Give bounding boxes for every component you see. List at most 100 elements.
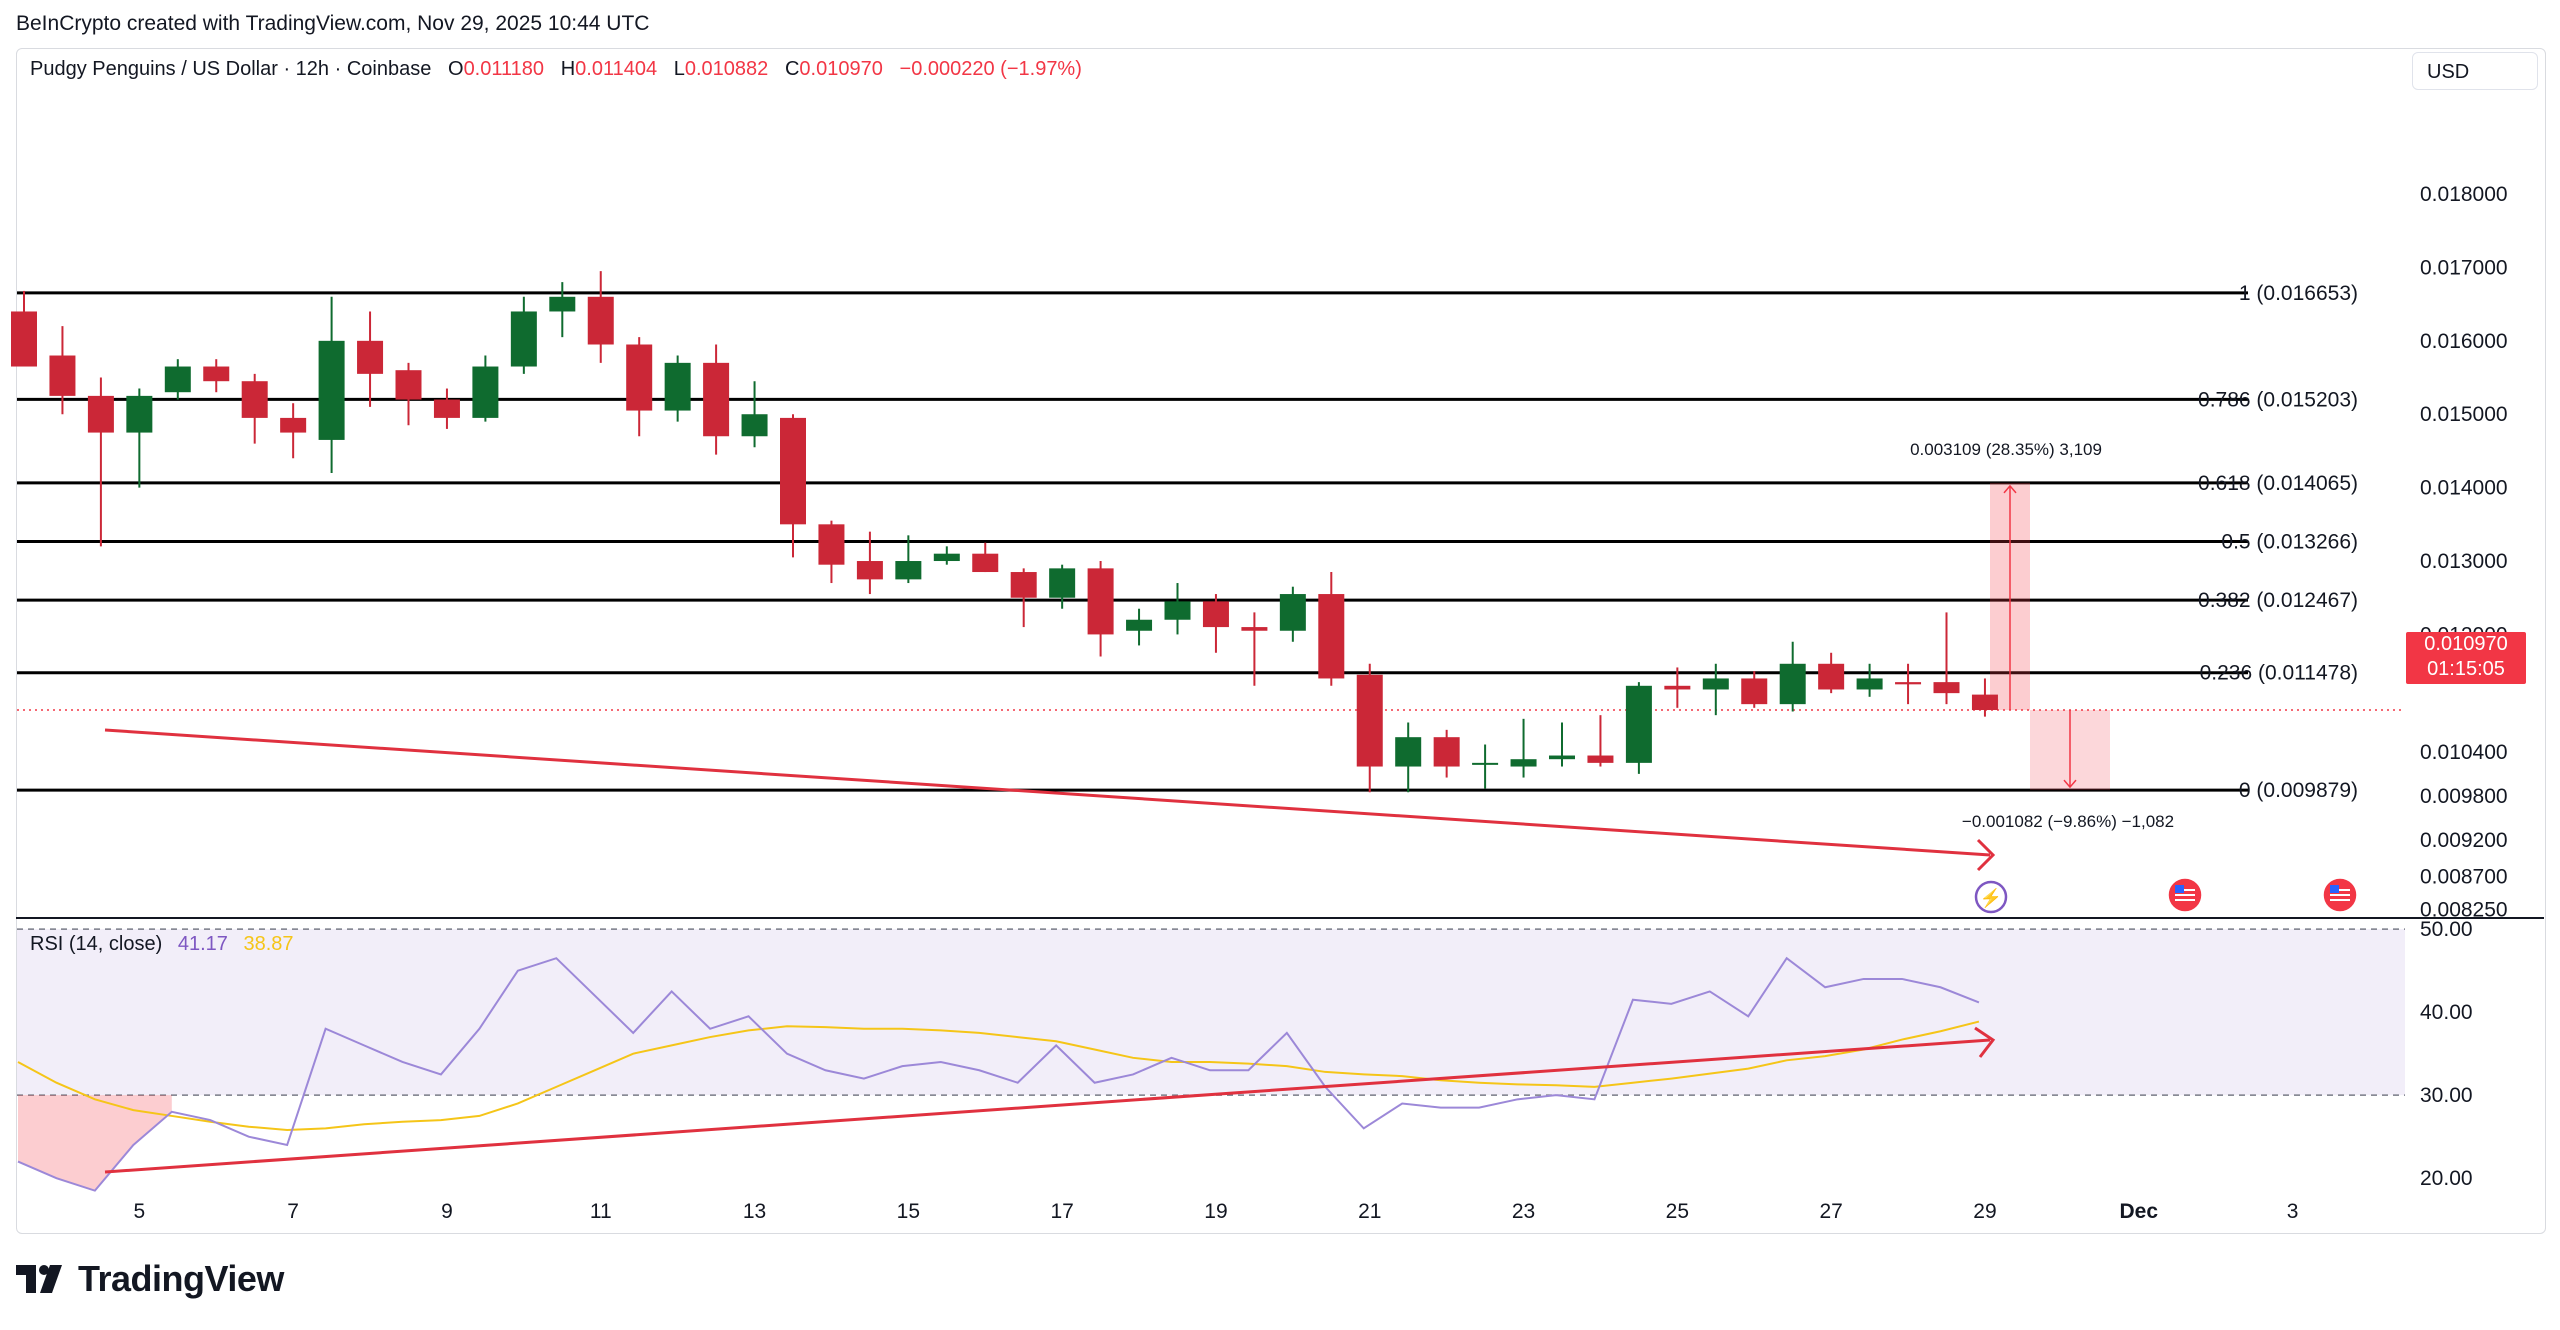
candle-body [1164, 601, 1191, 620]
current-price-label: 0.010970 [2424, 633, 2508, 655]
candle-body [203, 366, 230, 382]
price-axis-tick: 0.016000 [2420, 330, 2508, 353]
fib-level-label: 0.236 (0.011478) [2200, 662, 2358, 685]
price-axis-tick: 0.017000 [2420, 256, 2508, 279]
candle-body [1549, 755, 1575, 760]
candle-body [318, 340, 345, 440]
candle-body [1741, 678, 1768, 705]
rsi-ma-line [17, 1020, 1980, 1132]
us-flag-event-icon-canton [2330, 885, 2339, 893]
measure-down-arrowhead [2063, 779, 2077, 789]
tradingview-logo[interactable]: TradingView [16, 1258, 284, 1300]
time-axis-tick: 13 [743, 1200, 766, 1223]
bar-countdown: 01:15:05 [2427, 658, 2505, 680]
candle-body [587, 296, 614, 345]
candle-body [472, 366, 499, 418]
candle-body [241, 381, 268, 418]
candle-body [87, 395, 114, 433]
candle-body [1856, 678, 1883, 690]
time-axis-tick: 5 [134, 1200, 146, 1223]
price-axis-tick: 0.009200 [2420, 829, 2508, 852]
measure-up-arrowhead [2003, 484, 2017, 494]
time-axis-tick: 3 [2287, 1200, 2299, 1223]
price-axis-tick: 0.015000 [2420, 403, 2508, 426]
candle-body [1779, 663, 1806, 705]
time-axis-tick: 21 [1358, 1200, 1381, 1223]
time-axis-tick: 17 [1050, 1200, 1073, 1223]
candle-body [856, 561, 883, 580]
candle-body [1587, 755, 1614, 763]
rsi-axis-tick: 20.00 [2420, 1167, 2473, 1190]
chart-frame [16, 48, 2546, 1234]
candle-body [741, 414, 768, 437]
currency-selector[interactable]: USD [2412, 52, 2538, 90]
fib-level-label: 0 (0.009879) [2239, 779, 2358, 802]
candle-body [1356, 674, 1383, 767]
rsi-oversold-fill [18, 1095, 172, 1191]
price-axis-tick: 0.018000 [2420, 183, 2508, 206]
time-axis-tick: 11 [590, 1200, 612, 1223]
candle-body [1395, 737, 1422, 767]
rsi-axis-tick: 40.00 [2420, 1001, 2473, 1024]
candle-body [1971, 694, 1998, 711]
rsi-divergence-trendline [104, 1038, 1991, 1174]
fib-level-label: 0.382 (0.012467) [2198, 589, 2358, 612]
candle-body [280, 417, 307, 433]
price-axis-tick: 0.014000 [2420, 477, 2508, 500]
candle-body [1049, 568, 1076, 598]
price-trendline-arrowhead [1976, 838, 1996, 872]
time-axis-tick: Dec [2119, 1200, 2158, 1223]
tradingview-logo-icon [16, 1265, 62, 1293]
candle-body [972, 553, 999, 573]
rsi-legend: RSI (14, close) 41.17 38.87 [30, 933, 294, 956]
price-axis-tick: 0.009800 [2420, 785, 2508, 808]
price-axis-tick: 0.008250 [2420, 899, 2508, 922]
time-axis-tick: 7 [287, 1200, 299, 1223]
candle-body [510, 311, 537, 367]
candle-body [1279, 594, 1306, 631]
candle-body [549, 296, 576, 312]
rsi-title: RSI (14, close) [30, 933, 163, 955]
candle-body [49, 355, 76, 396]
candle-body [818, 524, 845, 565]
candle-body [1625, 685, 1652, 763]
tradingview-logo-text: TradingView [78, 1258, 284, 1299]
symbol-legend: Pudgy Penguins / US Dollar · 12h · Coinb… [30, 58, 1082, 81]
price-axis-tick: 0.013000 [2420, 550, 2508, 573]
lightning-event-icon [1974, 880, 2008, 914]
candle-body [1472, 762, 1499, 765]
candle-body [895, 561, 922, 580]
time-axis-tick: 27 [1819, 1200, 1842, 1223]
candle-body [1010, 572, 1037, 598]
candle-body [357, 340, 384, 374]
rsi-axis-tick: 50.00 [2420, 918, 2473, 941]
rsi-ma-value: 38.87 [243, 933, 294, 955]
close-value: 0.010970 [799, 58, 883, 80]
rsi-trendline-arrowhead [1974, 1026, 1996, 1058]
candle-body [664, 362, 691, 411]
candle-body [1241, 627, 1268, 631]
candle-body [1933, 682, 1960, 694]
candle-body [1818, 663, 1845, 690]
high-value: 0.011404 [575, 58, 658, 80]
candle-body [1433, 737, 1460, 767]
candle-body [126, 395, 153, 433]
symbol-title: Pudgy Penguins / US Dollar · 12h · Coinb… [30, 58, 432, 80]
time-axis-tick: 23 [1512, 1200, 1535, 1223]
low-label: L [673, 58, 685, 80]
time-axis-tick: 9 [441, 1200, 453, 1223]
time-axis-tick: 15 [897, 1200, 920, 1223]
candle-body [780, 417, 806, 525]
low-value: 0.010882 [684, 58, 769, 80]
candle-body [703, 362, 730, 437]
fib-level-label: 0.618 (0.014065) [2198, 472, 2358, 495]
open-value: 0.011180 [463, 58, 545, 80]
rsi-value: 41.17 [177, 933, 228, 955]
fib-level-label: 1 (0.016653) [2239, 282, 2358, 305]
open-label: O [448, 58, 464, 80]
close-label: C [784, 58, 800, 80]
fib-level-label: 0.786 (0.015203) [2198, 388, 2358, 411]
candle-body [1510, 759, 1537, 767]
candle-body [626, 344, 653, 411]
